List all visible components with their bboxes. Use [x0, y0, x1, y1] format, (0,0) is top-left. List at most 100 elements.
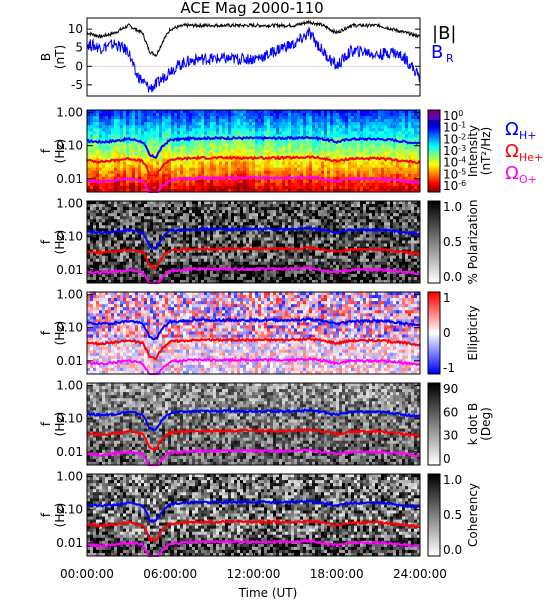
heatmap-cell [306, 182, 310, 187]
heatmap-cell [384, 113, 388, 117]
heatmap-cell [117, 188, 121, 193]
heatmap-cell [144, 179, 148, 184]
heatmap-cell [282, 264, 286, 269]
heatmap-cell [315, 140, 319, 144]
heatmap-cell [183, 273, 187, 278]
heatmap-cell [336, 173, 340, 178]
heatmap-cell [198, 207, 202, 211]
heatmap-cell [414, 155, 418, 159]
heatmap-cell [126, 113, 130, 117]
heatmap-cell [102, 128, 106, 132]
heatmap-cell [114, 128, 118, 132]
heatmap-cell [351, 182, 355, 187]
heatmap-cell [150, 116, 154, 120]
colorbar-step [428, 151, 440, 154]
heatmap-cell [252, 188, 256, 193]
heatmap-cell [258, 110, 262, 114]
heatmap-cell [267, 243, 271, 247]
heatmap-cell [156, 228, 160, 232]
heatmap-cell [318, 116, 322, 120]
panel-ylabel: f [39, 148, 53, 153]
heatmap-cell [144, 173, 148, 178]
heatmap-cell [357, 143, 361, 147]
heatmap-cell [312, 131, 316, 135]
heatmap-cell [102, 216, 106, 220]
heatmap-cell [138, 279, 142, 284]
heatmap-cell [261, 140, 265, 144]
heatmap-cell [225, 252, 229, 257]
heatmap-cell [369, 116, 373, 120]
heatmap-cell [282, 164, 286, 169]
heatmap-cell [99, 173, 103, 178]
heatmap-cell [198, 116, 202, 120]
heatmap-cell [105, 152, 109, 156]
heatmap-cell [141, 170, 145, 175]
heatmap-cell [201, 255, 205, 260]
heatmap-cell [186, 243, 190, 247]
heatmap-cell [330, 128, 334, 132]
heatmap-cell [156, 149, 160, 153]
heatmap-cell [210, 143, 214, 147]
heatmap-cell [381, 122, 385, 126]
heatmap-cell [117, 219, 121, 223]
heatmap-cell [141, 173, 145, 178]
heatmap-cell [165, 234, 169, 238]
heatmap-cell [171, 270, 175, 275]
heatmap-cell [366, 128, 370, 132]
heatmap-cell [408, 110, 412, 114]
heatmap-cell [270, 258, 274, 263]
heatmap-cell [180, 149, 184, 153]
heatmap-cell [282, 234, 286, 238]
heatmap-cell [93, 176, 97, 181]
heatmap-cell [177, 161, 181, 166]
heatmap-cell [360, 143, 364, 147]
heatmap-cell [216, 179, 220, 184]
heatmap-cell [345, 113, 349, 117]
heatmap-cell [105, 201, 109, 205]
heatmap-cell [342, 161, 346, 166]
heatmap-cell [186, 279, 190, 284]
heatmap-cell [189, 119, 193, 123]
heatmap-cell [219, 131, 223, 135]
heatmap-cell [87, 207, 91, 211]
heatmap-cell [228, 113, 232, 117]
heatmap-cell [237, 261, 241, 266]
heatmap-cell [198, 164, 202, 169]
heatmap-cell [159, 164, 163, 169]
heatmap-cell [108, 264, 112, 269]
heatmap-cell [351, 152, 355, 156]
heatmap-cell [126, 240, 130, 244]
heatmap-cell [117, 149, 121, 153]
heatmap-cell [177, 119, 181, 123]
heatmap-cell [93, 279, 97, 284]
heatmap-cell [201, 270, 205, 275]
heatmap-cell [390, 143, 394, 147]
heatmap-cell [102, 258, 106, 263]
heatmap-cell [189, 158, 193, 163]
heatmap-cell [261, 225, 265, 229]
heatmap-cell [384, 149, 388, 153]
heatmap-cell [129, 255, 133, 260]
heatmap-cell [102, 158, 106, 163]
heatmap-cell [102, 240, 106, 244]
heatmap-cell [411, 128, 415, 132]
heatmap-cell [99, 116, 103, 120]
heatmap-cell [261, 219, 265, 223]
heatmap-cell [285, 167, 289, 172]
heatmap-cell [159, 182, 163, 187]
heatmap-cell [318, 170, 322, 175]
heatmap-cell [363, 131, 367, 135]
heatmap-cell [393, 164, 397, 169]
heatmap-cell [327, 164, 331, 169]
heatmap-cell [378, 122, 382, 126]
heatmap-cell [141, 113, 145, 117]
heatmap-cell [141, 246, 145, 250]
heatmap-cell [240, 182, 244, 187]
heatmap-cell [111, 140, 115, 144]
heatmap-cell [291, 252, 295, 257]
heatmap-cell [123, 210, 127, 214]
heatmap-cell [111, 216, 115, 220]
heatmap-cell [192, 237, 196, 241]
heatmap-cell [195, 270, 199, 275]
heatmap-cell [396, 170, 400, 175]
